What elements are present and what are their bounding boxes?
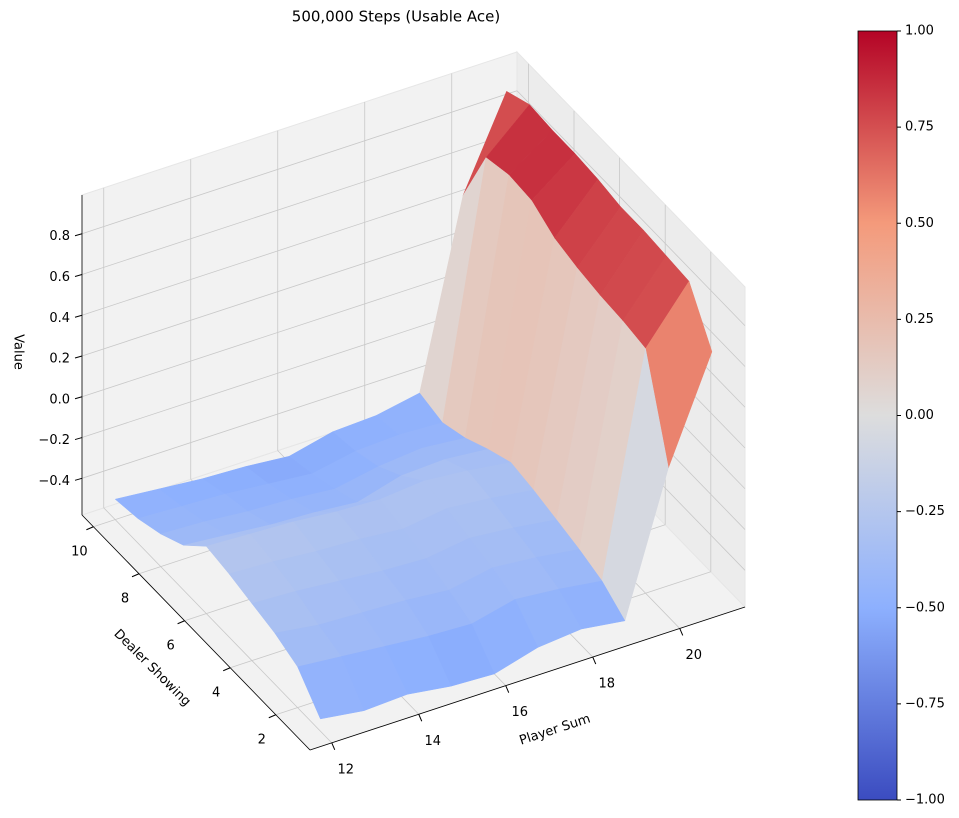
- colorbar: [857, 30, 898, 801]
- axis-line: [81, 514, 311, 751]
- grid-line: [81, 90, 518, 235]
- colorbar-tick-label: 0.00: [905, 408, 934, 423]
- colorbar-tick-label: −0.25: [905, 504, 945, 519]
- colorbar-tick-label: −0.50: [905, 600, 945, 615]
- x-tick: [418, 714, 423, 722]
- grid-line: [103, 507, 333, 744]
- x-tick-label: 12: [337, 762, 354, 777]
- z-tick-label: −0.2: [38, 433, 70, 448]
- grid-line: [516, 90, 746, 327]
- y-tick: [177, 620, 185, 625]
- grid-line: [81, 253, 518, 398]
- y-tick-label: 10: [71, 544, 88, 559]
- z-tick: [74, 437, 83, 441]
- y-tick: [86, 526, 94, 531]
- z-tick: [74, 274, 83, 277]
- y-axis-label: Dealer Showing: [111, 627, 194, 710]
- y-tick-label: 2: [258, 732, 266, 747]
- z-tick-label: 0.4: [49, 311, 70, 326]
- grid-line: [81, 131, 518, 275]
- x-axis-label: Player Sum: [518, 711, 593, 748]
- axis-line: [309, 606, 746, 751]
- z-tick-label: −0.4: [38, 474, 70, 489]
- z-tick-label: 0.0: [49, 392, 70, 407]
- chart-title: 500,000 Steps (Usable Ace): [292, 8, 500, 26]
- x-tick: [331, 742, 336, 751]
- colorbar-tick-label: 0.50: [905, 216, 934, 231]
- colorbar-tick-label: −0.75: [905, 696, 945, 711]
- colorbar-tick-label: 0.75: [905, 120, 934, 135]
- y-tick-label: 8: [121, 591, 129, 606]
- x-tick: [592, 656, 597, 665]
- y-tick-label: 6: [166, 638, 174, 653]
- z-tick: [74, 355, 83, 359]
- z-tick-label: 0.6: [49, 270, 70, 285]
- z-axis-label: Value: [11, 334, 26, 370]
- x-tick-label: 20: [685, 648, 702, 663]
- x-tick-label: 16: [511, 705, 528, 720]
- x-tick: [505, 685, 510, 693]
- y-tick-label: 4: [212, 685, 220, 700]
- y-tick: [131, 573, 140, 578]
- z-tick: [74, 396, 83, 400]
- x-tick: [679, 628, 684, 636]
- grid-line: [81, 171, 518, 316]
- x-tick-label: 18: [598, 677, 615, 692]
- y-tick: [223, 667, 231, 672]
- colorbar-tick-label: 1.00: [905, 24, 934, 39]
- y-tick: [268, 714, 276, 719]
- z-tick: [74, 233, 83, 237]
- z-tick-label: 0.2: [49, 352, 70, 367]
- z-tick: [74, 314, 83, 318]
- grid-line: [81, 212, 518, 357]
- z-tick: [74, 477, 83, 481]
- surface-facet: [297, 656, 365, 720]
- colorbar-tick-label: −1.00: [905, 793, 945, 808]
- x-tick-label: 14: [424, 734, 441, 749]
- colorbar-tick-label: 0.25: [905, 312, 934, 327]
- z-tick-label: 0.8: [49, 229, 70, 244]
